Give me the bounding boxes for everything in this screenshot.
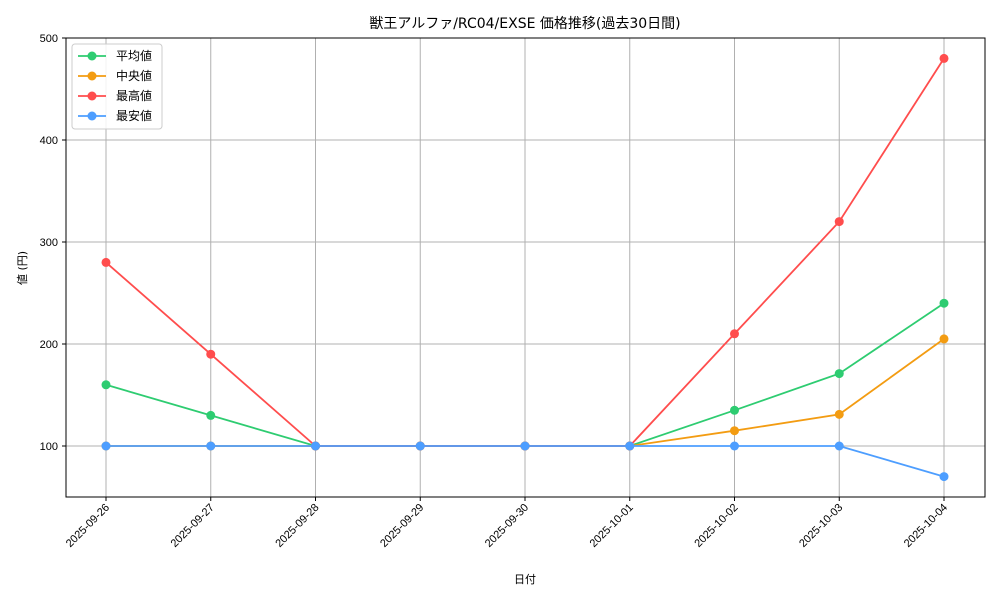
data-point: [415, 441, 425, 451]
x-tick-label: 2025-09-30: [483, 502, 531, 550]
x-axis-ticks: 2025-09-26 2025-09-27 2025-09-28 2025-09-29…: [64, 497, 950, 550]
data-point: [101, 257, 111, 267]
data-point: [206, 441, 216, 451]
x-tick-label: 2025-10-03: [797, 502, 845, 550]
data-point: [939, 472, 949, 482]
y-axis-label: 値 (円): [16, 251, 29, 285]
legend-label: 中央値: [116, 68, 152, 83]
data-point: [834, 217, 844, 227]
x-tick-label: 2025-09-26: [64, 502, 112, 550]
legend-label: 平均値: [116, 48, 152, 63]
data-point: [730, 426, 739, 436]
y-tick-label: 200: [40, 339, 58, 351]
x-tick-label: 2025-10-01: [588, 502, 636, 550]
data-point: [730, 329, 739, 339]
data-point: [206, 349, 216, 359]
series-lines: [101, 53, 949, 482]
y-tick-label: 400: [40, 135, 58, 147]
y-axis-ticks: 100 200 300 400 500: [40, 33, 66, 453]
chart-title: 獣王アルファ/RC04/EXSE 価格推移(過去30日間): [369, 16, 680, 32]
data-point: [730, 441, 739, 451]
x-tick-label: 2025-09-29: [378, 502, 426, 550]
data-point: [834, 441, 844, 451]
x-tick-label: 2025-10-04: [902, 502, 950, 550]
data-point: [206, 410, 216, 420]
legend-label: 最高値: [116, 88, 152, 103]
data-point: [834, 409, 844, 419]
x-tick-label: 2025-09-28: [273, 502, 321, 550]
data-point: [939, 298, 949, 308]
data-point: [625, 441, 635, 451]
y-tick-label: 300: [40, 237, 58, 249]
legend-label: 最安値: [116, 108, 152, 123]
grid-lines: [66, 37, 985, 497]
data-point: [101, 441, 111, 451]
data-point: [834, 369, 844, 379]
data-point: [939, 334, 949, 344]
data-point: [520, 441, 530, 451]
y-tick-label: 100: [40, 441, 58, 453]
data-point: [311, 441, 320, 451]
x-tick-label: 2025-09-27: [169, 502, 217, 550]
x-tick-label: 2025-10-02: [692, 502, 740, 550]
x-axis-label: 日付: [514, 573, 536, 586]
data-point: [730, 405, 739, 415]
data-point: [101, 380, 111, 390]
data-point: [939, 53, 949, 63]
y-tick-label: 500: [40, 33, 58, 45]
